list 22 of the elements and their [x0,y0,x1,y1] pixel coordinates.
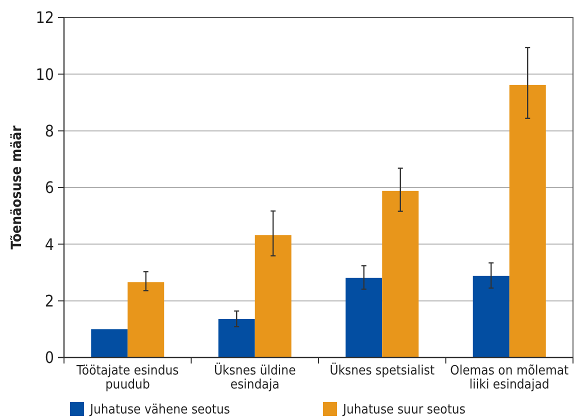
bar [472,276,510,358]
bar [254,235,292,358]
bar [346,278,382,358]
y-tick-label: 12 [36,8,54,28]
y-tick-label: 8 [44,121,54,140]
bar [218,318,255,358]
legend-label: Juhatuse suur seotus [342,402,466,418]
bar [509,84,546,358]
x-tick-label: Üksnes üldine esindaja [214,362,296,392]
y-tick-label: 0 [44,348,54,368]
bar [91,329,128,358]
y-axis-title: Tõenäosuse määr [9,124,25,250]
x-tick-label: Olemas on mõlemat liiki esindajad [450,364,570,392]
bar [128,282,164,358]
y-tick-label: 10 [36,64,54,84]
legend-label: Juhatuse vähene seotus [89,402,230,418]
y-tick-label: 4 [44,234,54,254]
x-tick-label: Üksnes spetsialist [330,362,435,378]
y-tick-label: 6 [44,178,54,198]
y-tick-label: 2 [44,291,54,310]
bar [382,190,419,358]
x-tick-label: Töötajate esindus puudub [75,364,179,392]
